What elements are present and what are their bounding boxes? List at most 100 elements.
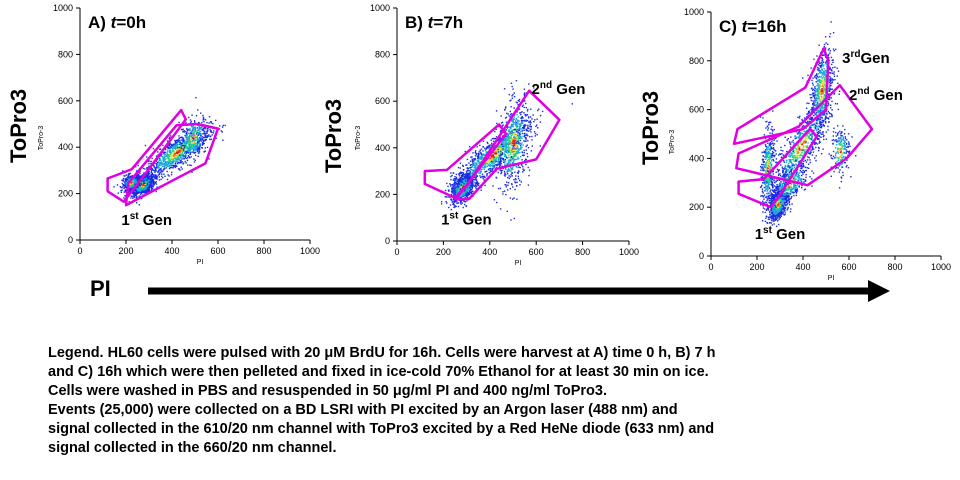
panel-a-event-dot [178,148,180,151]
panel-b-event-dot [471,181,473,184]
panel-a-event-dot [152,179,155,181]
panel-b-event-dot [483,167,486,169]
panel-a-event-dot [166,140,169,142]
panel-b-event-dot [460,186,462,188]
panel-b-event-dot [455,173,458,176]
panel-b-event-dot [495,164,497,166]
panel-b-event-dot [517,125,519,128]
panel-a-event-dot [177,161,179,164]
panel-b-event-dot [496,201,498,204]
panel-b-event-dot [440,201,443,203]
panel-b-event-dot [462,195,464,197]
panel-a-event-dot [172,160,175,163]
panel-a-event-dot [192,143,194,145]
panel-a-event-dot [189,153,191,155]
panel-b-event-dot [525,145,527,148]
panel-b-event-dot [506,210,508,213]
panel-a-event-dot [194,133,197,135]
panel-a-event-dot [133,179,135,182]
panel-b-event-dot [461,171,463,174]
panel-a-event-dot [135,174,138,177]
panel-b-event-dot [495,110,498,112]
panel-b-event-dot [510,125,512,127]
panel-b-event-dot [475,150,477,152]
panel-b-event-dot [512,153,514,155]
panel-a-event-dot [170,147,172,150]
panel-b-event-dot [502,149,505,151]
panel-a-event-dot [172,159,174,161]
panel-a-event-dot [150,179,152,181]
panel-a-event-dot [209,128,211,131]
panel-a-event-dot [150,174,152,177]
panel-b-event-dot [484,154,486,157]
panel-b-event-dot [518,128,520,130]
panel-b-event-dot [477,159,480,161]
panel-b-event-dot [459,194,462,197]
panel-b-event-dot [512,144,515,147]
panel-a-event-dot [192,132,194,135]
panel-b-event-dot [505,129,508,132]
panel-b-event-dot [495,136,498,138]
panel-b-event-dot [454,200,456,202]
panel-a-event-dot [191,131,193,134]
panel-b-event-dot [496,164,498,166]
panel-a-event-dot [190,134,193,136]
panel-b-event-dot [475,168,478,170]
panel-b-event-dot [463,177,465,179]
panel-a-event-dot [148,170,150,173]
panel-a-event-dot [185,157,188,159]
panel-b-event-dot [509,143,511,146]
panel-b-event-dot [509,127,512,130]
panel-b-event-dot [509,142,511,144]
panel-a-event-dot [181,151,184,154]
panel-b-event-dot [472,170,475,173]
panel-a-event-dot [164,167,166,170]
panel-a-event-dot [198,126,200,128]
panel-a-event-dot [167,157,169,160]
panel-a-event-dot [121,182,124,185]
panel-a-event-dot [160,155,162,157]
panel-a-event-dot [187,140,189,142]
panel-b-event-dot [464,194,466,196]
panel-b-event-dot [494,152,496,154]
panel-b-event-dot [461,186,463,189]
panel-b-event-dot [512,198,514,200]
panel-b-event-dot [479,155,481,158]
panel-b-event-dot [505,106,507,108]
panel-a-event-dot [180,150,182,152]
panel-a-event-dot [122,177,125,180]
panel-b-event-dot [476,166,478,168]
panel-b-event-dot [457,182,459,184]
panel-b-event-dot [468,188,470,190]
panel-a-event-dot [124,190,127,192]
panel-a-event-dot [130,182,132,184]
panel-a-event-dot [181,144,183,147]
panel-b-event-dot [512,142,514,144]
panel-b-event-dot [463,180,465,182]
panel-a-event-dot [138,195,140,197]
panel-b-event-dot [509,126,511,128]
panel-b-event-dot [475,181,478,184]
panel-b-event-dot [528,117,530,119]
panel-b-event-dot [444,196,446,198]
panel-a-event-dot [152,183,154,185]
panel-a-event-dot [121,189,123,191]
panel-a-event-dot [173,151,176,153]
panel-b-event-dot [464,191,466,193]
panel-b-event-dot [495,153,497,155]
panel-b-event-dot [507,176,509,179]
panel-a-event-dot [178,141,180,143]
panel-b-event-dot [487,147,490,150]
panel-b-event-dot [475,163,478,166]
panel-b-event-dot [458,189,460,192]
panel-b-event-dot [472,184,475,186]
panel-b-event-dot [506,157,508,159]
panel-b-event-dot [505,150,507,152]
panel-b-event-dot [461,178,464,181]
panel-a-event-dot [192,145,194,147]
panel-a-event-dot [200,112,202,114]
panel-b-event-dot [507,172,509,175]
panel-b-event-dot [515,158,518,161]
panel-b-event-dot [500,157,502,160]
panel-a-event-dot [179,136,182,139]
